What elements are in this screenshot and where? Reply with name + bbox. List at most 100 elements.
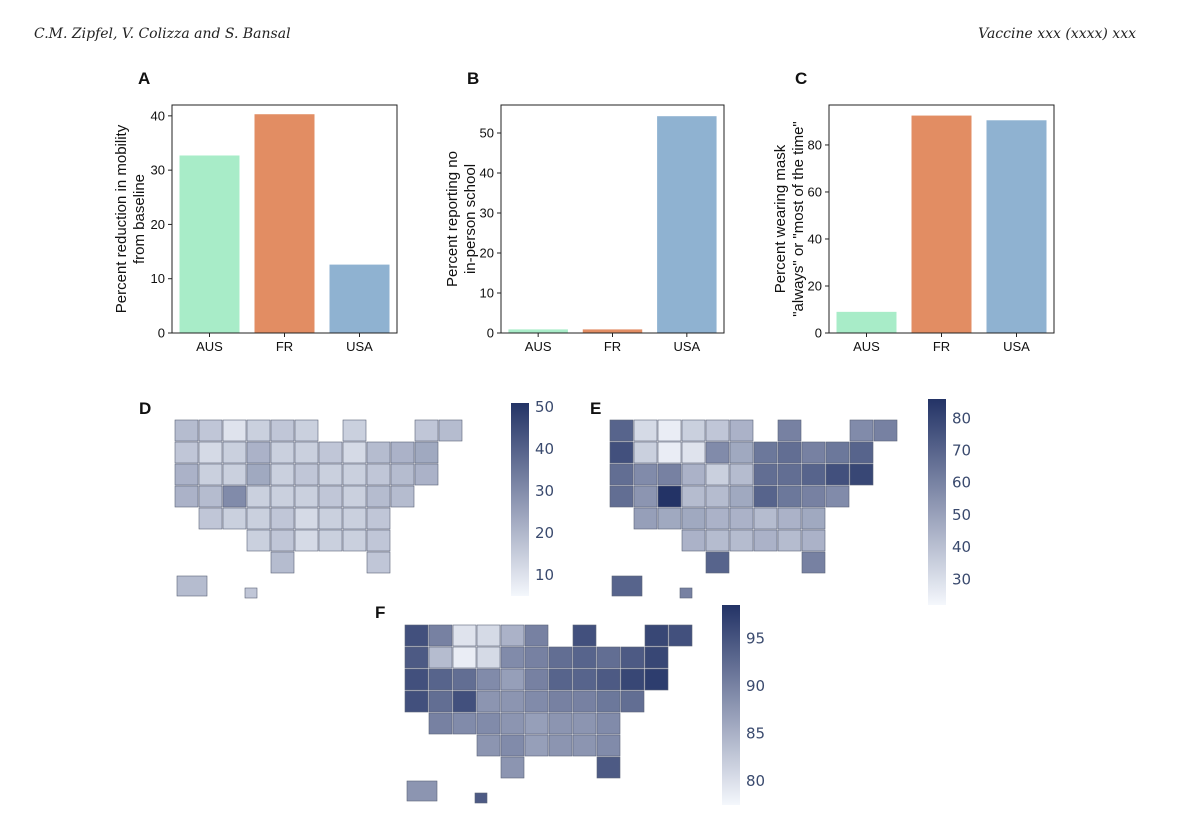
panel-d-state	[366, 529, 391, 552]
panel-a-xtick-aus: AUS	[196, 339, 223, 354]
panel-d-colorbar-tick: 50	[535, 398, 554, 416]
panel-f-state	[500, 712, 525, 735]
panel-f-state-hawaii	[474, 792, 488, 804]
panel-d-state	[174, 441, 199, 464]
panel-d-state	[414, 441, 439, 464]
panel-d-state	[366, 507, 391, 530]
panel-e-state	[681, 529, 706, 552]
panel-b-xtick-usa: USA	[673, 339, 700, 354]
panel-f-state	[500, 734, 525, 757]
panel-a-label: A	[138, 69, 150, 88]
panel-e-state	[705, 507, 730, 530]
panel-c-label: C	[795, 69, 807, 88]
panel-f-state	[524, 668, 549, 691]
panel-f-state	[500, 668, 525, 691]
panel-c-ytick-label: 0	[815, 326, 822, 341]
panel-b-axes-frame	[500, 104, 725, 334]
panel-e-state	[705, 485, 730, 508]
panel-e-colorbar-tick: 80	[952, 409, 971, 427]
panel-f-map: F 80 85 90 95	[375, 603, 765, 805]
panel-d-state	[270, 551, 295, 574]
panel-d-state	[390, 485, 415, 508]
panel-e-state	[681, 485, 706, 508]
panel-c-ytick-label: 20	[808, 278, 822, 293]
panel-d-colorbar-tick: 20	[535, 524, 554, 542]
panel-d-state	[414, 463, 439, 486]
panel-c-bar-fr	[911, 115, 972, 333]
panel-d-state	[270, 529, 295, 552]
panel-d-state	[198, 441, 223, 464]
panel-e-state	[825, 485, 850, 508]
panel-a-ylabel: Percent reduction in mobilityfrom baseli…	[113, 124, 148, 313]
panel-b-ytick-label: 40	[480, 166, 494, 181]
panel-f-state	[452, 646, 477, 669]
panel-e-colorbar-tick: 50	[952, 506, 971, 524]
panel-e-colorbar	[928, 399, 946, 605]
panel-e-state	[777, 419, 802, 442]
panel-e-state	[633, 419, 658, 442]
panel-e-state	[705, 441, 730, 464]
panel-d-state	[270, 507, 295, 530]
panel-d-state	[246, 485, 271, 508]
panel-d-state	[294, 419, 319, 442]
panel-f-state	[668, 624, 693, 647]
panel-f-state	[476, 712, 501, 735]
panel-e-state	[753, 529, 778, 552]
panel-f-state	[620, 646, 645, 669]
panel-e-state	[777, 441, 802, 464]
panel-b-ytick-label: 20	[480, 246, 494, 261]
panel-e-state	[681, 463, 706, 486]
panel-e-state	[753, 441, 778, 464]
panel-f-state	[572, 734, 597, 757]
panel-f-state	[404, 646, 429, 669]
panel-f-state	[548, 646, 573, 669]
panel-f-state	[596, 734, 621, 757]
panel-c-xtick-fr: FR	[933, 339, 950, 354]
panel-e-state	[777, 463, 802, 486]
panel-d-state	[222, 485, 247, 508]
panel-f-state	[548, 734, 573, 757]
panel-e-state	[657, 463, 682, 486]
panel-e-state	[849, 419, 874, 442]
panel-c-bar-aus	[836, 311, 897, 333]
header-authors: C.M. Zipfel, V. Colizza and S. Bansal	[34, 26, 291, 42]
panel-f-state	[572, 690, 597, 713]
panel-d-label: D	[139, 399, 151, 418]
panel-f-state	[404, 690, 429, 713]
panel-f-state	[428, 690, 453, 713]
panel-e-state	[753, 507, 778, 530]
panel-c-axes-frame	[828, 104, 1055, 334]
panel-f-colorbar-tick: 90	[746, 677, 765, 695]
panel-d-state	[198, 507, 223, 530]
panel-e-state	[705, 551, 730, 574]
panel-e-state	[633, 507, 658, 530]
panel-e-colorbar-tick: 40	[952, 538, 971, 556]
panel-e-colorbar-tick: 30	[952, 570, 971, 588]
panel-d-state	[318, 463, 343, 486]
panel-b-ylabel: Percent reporting noin-person school	[444, 151, 479, 287]
panel-e-map: E 30 40 50 60 70 80	[590, 399, 971, 605]
panel-d-state	[342, 463, 367, 486]
panel-e-state	[777, 529, 802, 552]
panel-d-state	[342, 419, 367, 442]
panel-d-state	[342, 529, 367, 552]
panel-d-state	[366, 463, 391, 486]
panel-e-state	[609, 419, 634, 442]
panel-b-ytick-label: 50	[480, 126, 494, 141]
panel-f-state	[620, 690, 645, 713]
panel-e-state	[609, 463, 634, 486]
panel-e-state	[681, 507, 706, 530]
panel-d-state	[222, 419, 247, 442]
panel-f-state	[596, 646, 621, 669]
panel-f-state	[572, 624, 597, 647]
panel-d-state	[438, 419, 463, 442]
panel-e-state	[681, 419, 706, 442]
panel-d-state	[318, 529, 343, 552]
panel-f-state	[404, 624, 429, 647]
panel-f-state	[596, 690, 621, 713]
panel-d-state	[174, 419, 199, 442]
panel-e-state	[801, 485, 826, 508]
